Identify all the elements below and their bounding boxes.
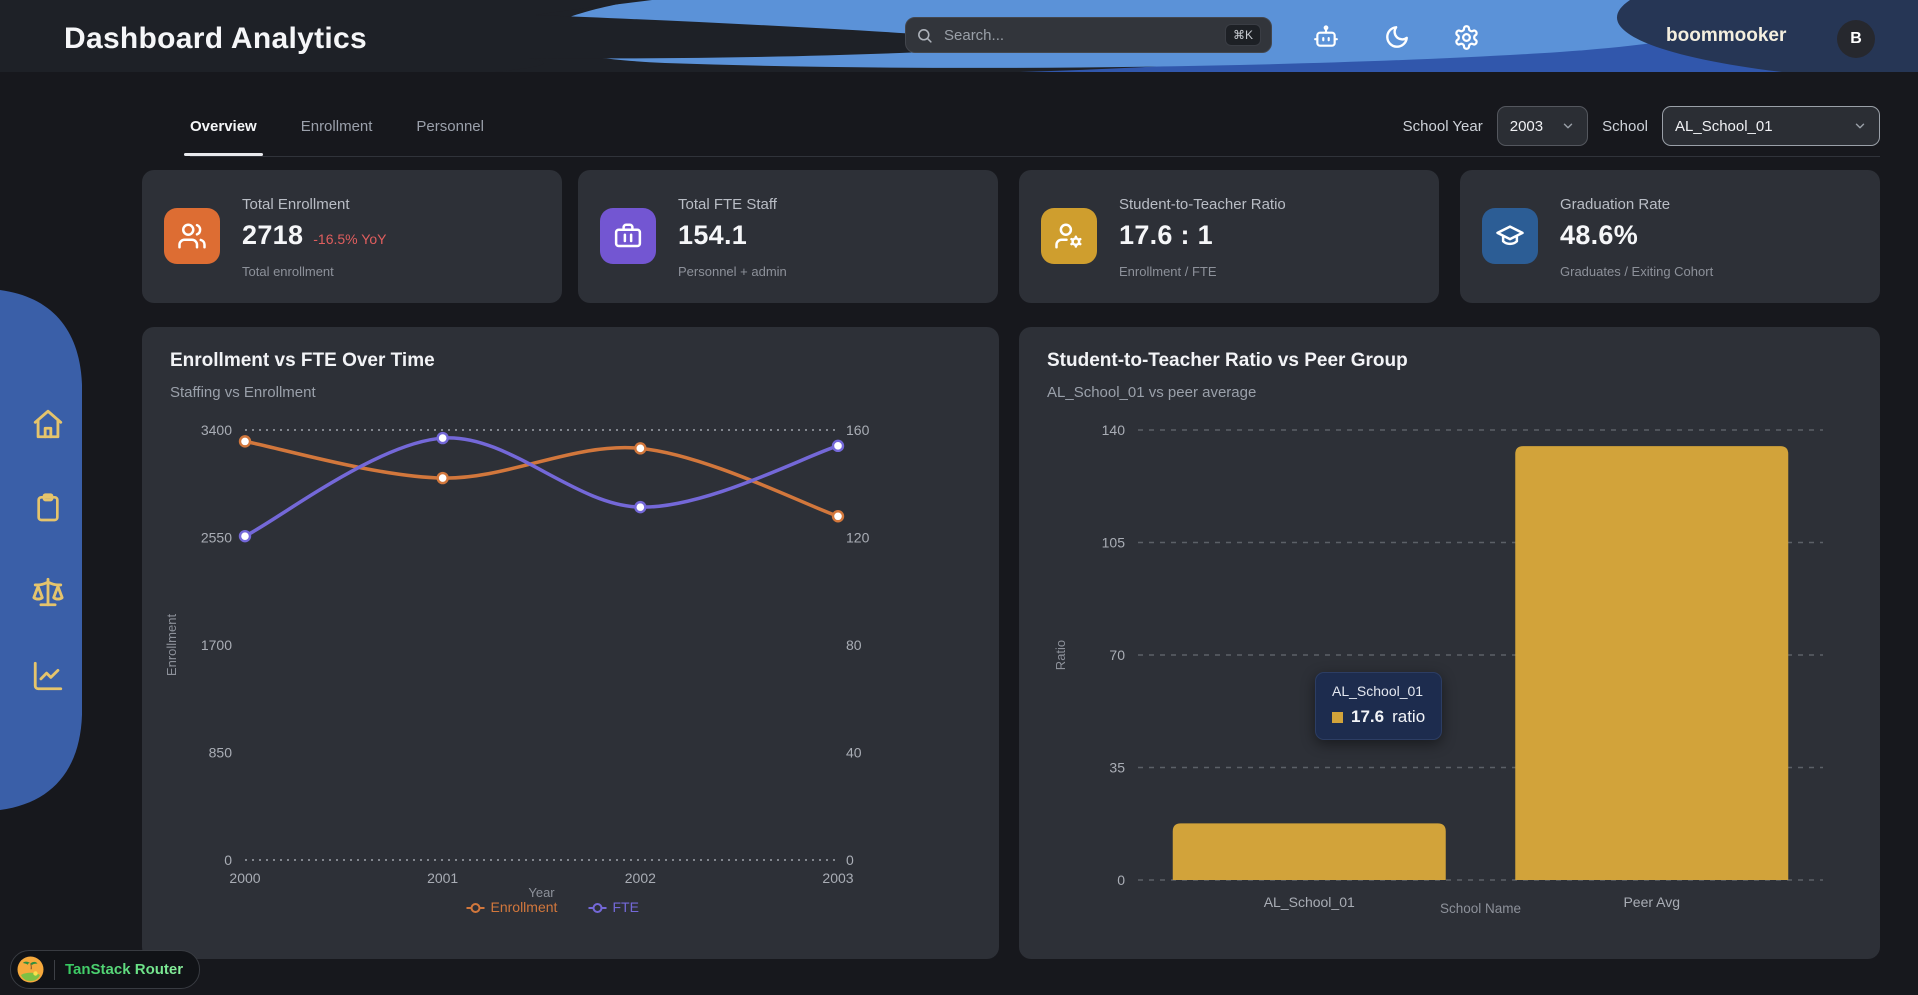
svg-text:Ratio: Ratio xyxy=(1053,640,1068,670)
svg-text:Year: Year xyxy=(528,885,555,900)
users-icon xyxy=(164,208,220,264)
svg-text:FTE: FTE xyxy=(613,899,639,915)
svg-text:2003: 2003 xyxy=(822,870,853,886)
tooltip-title: AL_School_01 xyxy=(1332,683,1424,699)
tooltip-unit: ratio xyxy=(1392,707,1426,726)
chart-subtitle: AL_School_01 vs peer average xyxy=(1047,384,1257,401)
chart-line-icon[interactable] xyxy=(29,657,67,695)
svg-text:2002: 2002 xyxy=(625,870,656,886)
school-select[interactable]: AL_School_01 xyxy=(1662,106,1880,146)
svg-text:2000: 2000 xyxy=(229,870,260,886)
tanstack-router-badge[interactable]: TanStack Router xyxy=(10,950,201,989)
enrollment-fte-chart-card: Enrollment vs FTE Over Time Staffing vs … xyxy=(142,327,999,959)
kpi-title: Graduation Rate xyxy=(1560,196,1671,213)
svg-text:Enrollment: Enrollment xyxy=(491,899,558,915)
svg-text:2001: 2001 xyxy=(427,870,458,886)
tab-bar: Overview Enrollment Personnel xyxy=(184,96,484,156)
svg-text:35: 35 xyxy=(1109,760,1125,776)
clipboard-icon[interactable] xyxy=(29,489,67,527)
tab-overview[interactable]: Overview xyxy=(184,96,263,156)
svg-text:40: 40 xyxy=(846,745,862,761)
tab-personnel[interactable]: Personnel xyxy=(416,117,484,135)
svg-text:120: 120 xyxy=(846,530,870,546)
kpi-card-total-fte-staff: Total FTE Staff 154.1 Personnel + admin xyxy=(578,170,998,303)
tooltip-swatch xyxy=(1332,711,1343,723)
settings-gear-icon[interactable] xyxy=(1449,20,1483,54)
chart-subtitle: Staffing vs Enrollment xyxy=(170,384,316,401)
enrollment-fte-line-chart[interactable]: 0 850 1700 2550 3400 0 40 80 120 160 2000 2001 2002 2… xyxy=(142,327,999,959)
school-label: School xyxy=(1602,117,1648,135)
svg-text:140: 140 xyxy=(1102,422,1126,438)
ratio-peer-bar-chart[interactable]: 0 35 70 105 140 AL_School_01 Peer Avg School Na… xyxy=(1019,327,1880,959)
tab-filter-row: Overview Enrollment Personnel School Yea… xyxy=(184,96,1880,157)
badge-label: TanStack Router xyxy=(65,961,184,978)
kpi-subtitle: Enrollment / FTE xyxy=(1119,264,1217,279)
app-header: Dashboard Analytics ⌘K boommooker B xyxy=(0,0,1918,72)
chevron-down-icon xyxy=(1853,119,1867,133)
svg-text:160: 160 xyxy=(846,422,870,438)
kpi-card-total-enrollment: Total Enrollment 2718 -16.5% YoY Total e… xyxy=(142,170,562,303)
svg-text:80: 80 xyxy=(846,637,862,653)
svg-text:School Name: School Name xyxy=(1440,901,1521,916)
svg-text:0: 0 xyxy=(846,852,854,868)
kpi-delta: -16.5% YoY xyxy=(313,231,387,247)
kpi-value: 17.6 : 1 xyxy=(1119,220,1213,250)
kpi-card-student-teacher-ratio: Student-to-Teacher Ratio 17.6 : 1 Enroll… xyxy=(1019,170,1439,303)
kpi-title: Total FTE Staff xyxy=(678,196,777,213)
tab-enrollment[interactable]: Enrollment xyxy=(300,117,373,135)
moon-icon[interactable] xyxy=(1380,20,1414,54)
chart-title: Student-to-Teacher Ratio vs Peer Group xyxy=(1047,350,1408,371)
svg-text:70: 70 xyxy=(1109,647,1125,663)
search-input[interactable] xyxy=(942,25,1225,45)
sidebar-background xyxy=(0,290,82,810)
svg-text:850: 850 xyxy=(209,745,233,761)
graduation-cap-icon xyxy=(1482,208,1538,264)
search-bar[interactable]: ⌘K xyxy=(905,17,1272,53)
kpi-title: Total Enrollment xyxy=(242,196,350,213)
svg-text:2550: 2550 xyxy=(201,530,232,546)
svg-text:3400: 3400 xyxy=(201,422,232,438)
chart-tooltip: AL_School_01 17.6 ratio xyxy=(1315,672,1443,740)
home-icon[interactable] xyxy=(29,405,67,443)
chevron-down-icon xyxy=(1561,119,1575,133)
kpi-value: 2718 xyxy=(242,220,304,250)
svg-text:AL_School_01: AL_School_01 xyxy=(1264,894,1355,910)
svg-text:105: 105 xyxy=(1102,535,1126,551)
kpi-value: 48.6% xyxy=(1560,220,1639,250)
kpi-subtitle: Total enrollment xyxy=(242,264,334,279)
kpi-title: Student-to-Teacher Ratio xyxy=(1119,196,1286,213)
school-value: AL_School_01 xyxy=(1675,117,1773,135)
ratio-peer-chart-card: Student-to-Teacher Ratio vs Peer Group A… xyxy=(1019,327,1880,959)
scale-icon[interactable] xyxy=(29,573,67,611)
school-year-select[interactable]: 2003 xyxy=(1496,106,1589,146)
svg-text:Peer Avg: Peer Avg xyxy=(1623,894,1680,910)
bot-icon[interactable] xyxy=(1309,20,1343,54)
school-year-label: School Year xyxy=(1402,117,1483,135)
user-cog-icon xyxy=(1041,208,1097,264)
header-swoosh-decoration xyxy=(0,0,1918,72)
search-shortcut-badge: ⌘K xyxy=(1224,24,1261,46)
briefcase-icon xyxy=(600,208,656,264)
avatar[interactable]: B xyxy=(1837,20,1875,58)
page-title: Dashboard Analytics xyxy=(64,22,368,55)
kpi-subtitle: Graduates / Exiting Cohort xyxy=(1560,264,1714,279)
tanstack-logo-icon xyxy=(17,956,44,983)
school-year-value: 2003 xyxy=(1509,117,1544,135)
badge-divider xyxy=(54,959,55,980)
tooltip-value: 17.6 xyxy=(1351,707,1385,726)
svg-text:0: 0 xyxy=(224,852,232,868)
search-icon xyxy=(916,27,933,44)
kpi-subtitle: Personnel + admin xyxy=(678,264,787,279)
username[interactable]: boommooker xyxy=(1666,25,1787,46)
kpi-card-graduation-rate: Graduation Rate 48.6% Graduates / Exitin… xyxy=(1460,170,1880,303)
svg-text:0: 0 xyxy=(1117,872,1125,888)
svg-text:Enrollment: Enrollment xyxy=(164,614,179,677)
svg-text:1700: 1700 xyxy=(201,637,232,653)
filters: School Year 2003 School AL_School_01 xyxy=(1403,96,1880,156)
sidebar xyxy=(0,285,104,815)
chart-title: Enrollment vs FTE Over Time xyxy=(170,350,435,371)
kpi-value: 154.1 xyxy=(678,220,748,250)
